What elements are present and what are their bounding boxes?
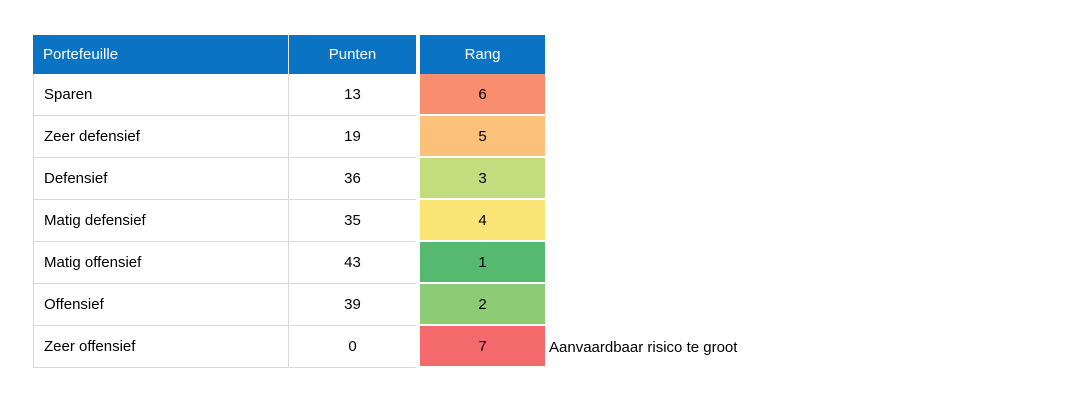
cell-punten[interactable]: 19 <box>289 116 416 158</box>
cell-rang[interactable]: 6 <box>416 74 545 116</box>
cell-portefeuille[interactable]: Matig offensief <box>33 242 289 284</box>
cell-rang[interactable]: 5 <box>416 116 545 158</box>
cell-portefeuille[interactable]: Defensief <box>33 158 289 200</box>
cell-portefeuille[interactable]: Zeer defensief <box>33 116 289 158</box>
cell-punten[interactable]: 0 <box>289 326 416 368</box>
column-header-punten[interactable]: Punten <box>289 35 416 74</box>
cell-punten[interactable]: 39 <box>289 284 416 326</box>
cell-punten[interactable]: 43 <box>289 242 416 284</box>
cell-punten[interactable]: 35 <box>289 200 416 242</box>
cell-portefeuille[interactable]: Sparen <box>33 74 289 116</box>
cell-portefeuille[interactable]: Matig defensief <box>33 200 289 242</box>
cell-rang[interactable]: 7 <box>416 326 545 368</box>
cell-rang[interactable]: 4 <box>416 200 545 242</box>
portfolio-rank-table: Portefeuille Punten Rang Sparen 13 6 Zee… <box>33 35 545 368</box>
cell-rang[interactable]: 1 <box>416 242 545 284</box>
cell-rang[interactable]: 2 <box>416 284 545 326</box>
cell-portefeuille[interactable]: Zeer offensief <box>33 326 289 368</box>
cell-punten[interactable]: 36 <box>289 158 416 200</box>
cell-punten[interactable]: 13 <box>289 74 416 116</box>
column-header-portefeuille[interactable]: Portefeuille <box>33 35 289 74</box>
cell-rang[interactable]: 3 <box>416 158 545 200</box>
cell-portefeuille[interactable]: Offensief <box>33 284 289 326</box>
column-header-rang[interactable]: Rang <box>416 35 545 74</box>
annotation-text[interactable]: Aanvaardbaar risico te groot <box>549 338 738 356</box>
